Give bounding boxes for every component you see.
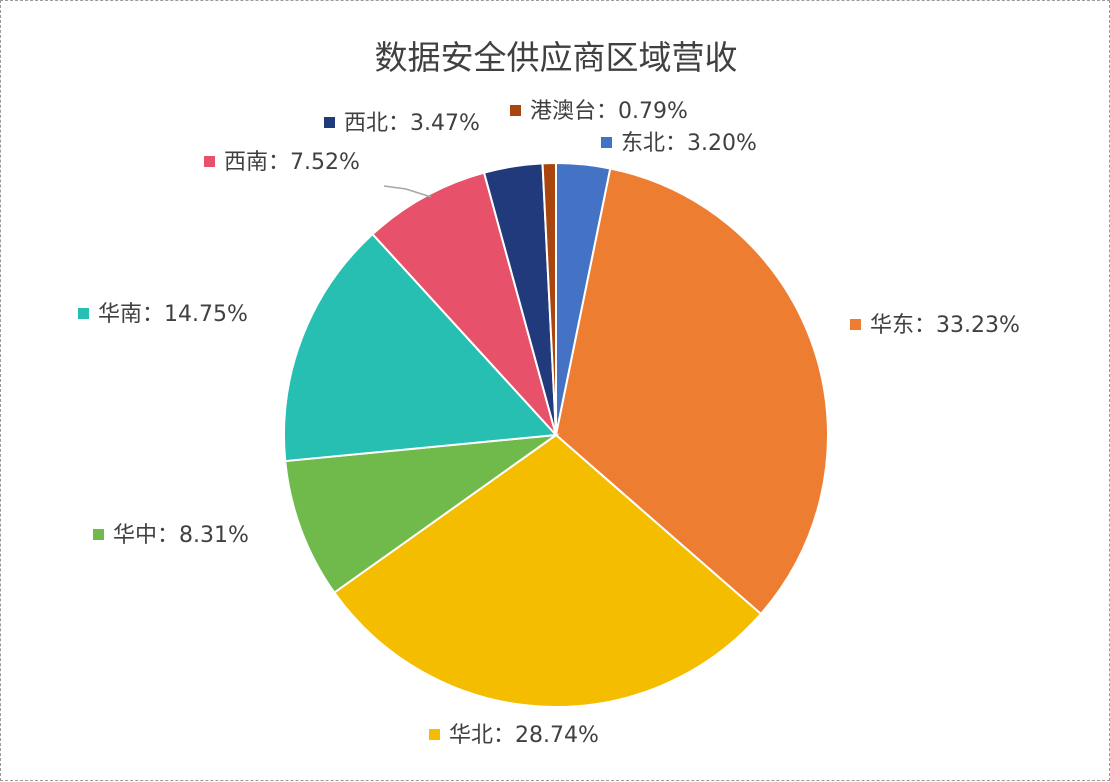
pie-slice-华中 (284, 433, 560, 595)
data-label-西南: 西南：7.52% (224, 150, 360, 175)
legend-marker-东北 (601, 137, 612, 148)
data-label-华南: 华南：14.75% (98, 302, 248, 327)
chart-title: 数据安全供应商区域营收 (374, 38, 738, 77)
pie-slices (283, 161, 829, 708)
data-label-华中: 华中：8.31% (113, 523, 249, 548)
legend-marker-华南 (78, 308, 89, 319)
legend-marker-港澳台 (510, 105, 521, 116)
data-label-港澳台: 港澳台：0.79% (530, 99, 688, 124)
leader-line (383, 185, 432, 198)
data-label-华北: 华北：28.74% (449, 723, 599, 748)
legend-marker-西南 (204, 156, 215, 167)
pie-slice-华北 (332, 433, 763, 708)
pie-slice-西南 (371, 171, 557, 436)
data-label-西北: 西北：3.47% (344, 111, 480, 136)
pie-slice-港澳台 (541, 161, 557, 436)
pie-slice-华南 (283, 232, 559, 463)
legend-marker-华东 (850, 319, 861, 330)
legend-marker-华中 (93, 529, 104, 540)
pie-slice-华东 (554, 167, 829, 616)
data-label-东北: 东北：3.20% (621, 131, 757, 156)
legend-marker-华北 (429, 729, 440, 740)
data-label-华东: 华东：33.23% (870, 313, 1020, 338)
legend-marker-西北 (324, 117, 335, 128)
pie-labels: 东北：3.20% 华东：33.23% 华北：28.74% 华中：8.31% 华南：14.… (78, 99, 1020, 748)
